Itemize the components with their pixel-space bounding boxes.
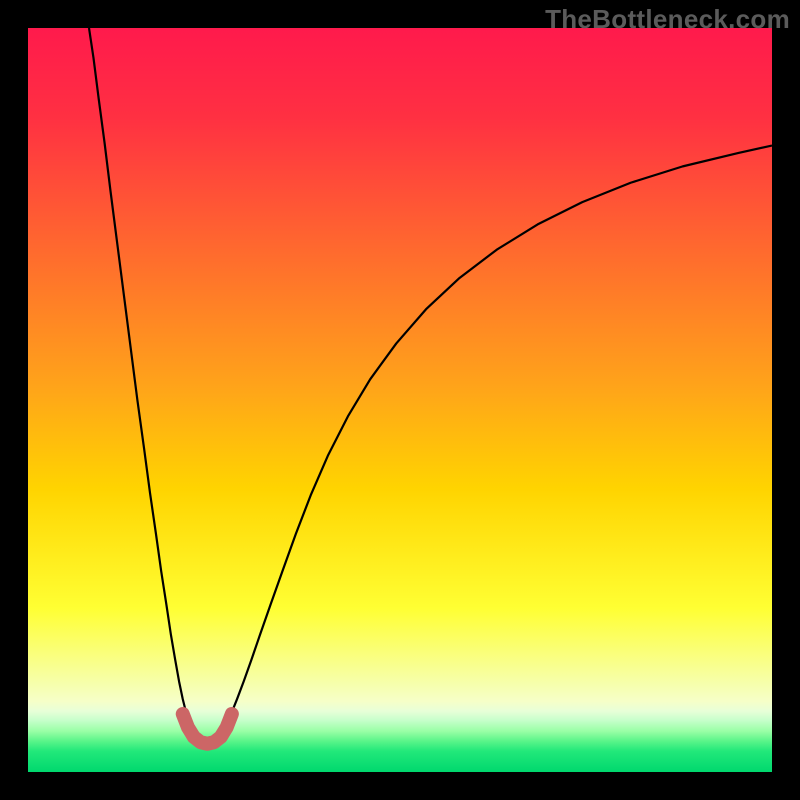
chart-frame xyxy=(0,0,800,800)
bottleneck-curve-chart xyxy=(28,28,772,772)
chart-container: TheBottleneck.com xyxy=(0,0,800,800)
watermark-text: TheBottleneck.com xyxy=(545,4,790,35)
chart-background xyxy=(28,28,772,772)
